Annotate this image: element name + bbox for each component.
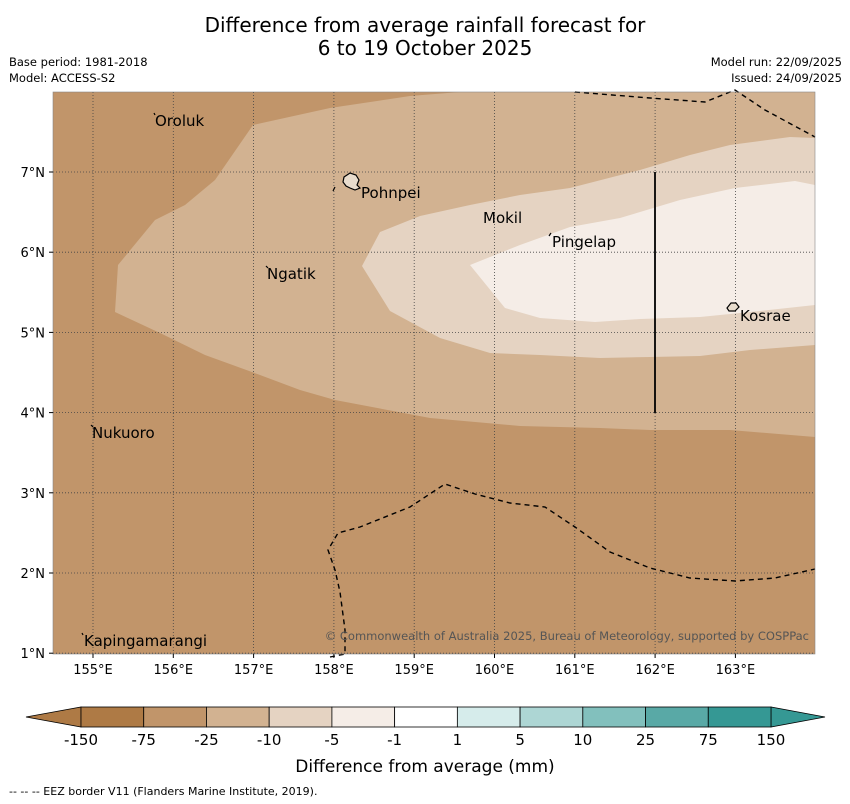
graticule <box>53 92 815 654</box>
island-outlines <box>81 112 740 636</box>
colorbar <box>25 706 826 728</box>
colorbar-swatch <box>582 706 646 728</box>
lon-tick-label: 159°E <box>394 663 434 678</box>
map-frame <box>52 91 816 655</box>
chart-title: Difference from average rainfall forecas… <box>0 14 850 60</box>
colorbar-tick-label: -75 <box>131 731 156 749</box>
issued-date: Issued: 24/09/2025 <box>731 71 842 85</box>
band-minus1-to-minus5 <box>470 181 815 322</box>
colorbar-tick-label: 25 <box>636 731 655 749</box>
lat-tick-label: 1°N <box>21 647 46 662</box>
colorbar-tick-label: -150 <box>64 731 98 749</box>
kosrae-island-icon <box>726 302 740 312</box>
colorbar-tick-label: -10 <box>257 731 282 749</box>
eez-footnote: -- -- -- EEZ border V11 (Flanders Marine… <box>9 785 318 798</box>
pohnpei-island-icon <box>342 172 362 191</box>
copyright-notice: © Commonwealth of Australia 2025, Bureau… <box>325 629 809 643</box>
colorbar-extend-low <box>25 706 82 728</box>
colorbar-tick-label: 10 <box>573 731 592 749</box>
longitude-axis: 155°E 156°E 157°E 158°E 159°E 160°E 161°E 162°E… <box>73 654 755 678</box>
colorbar-extend-high <box>770 706 826 728</box>
place-label-oroluk: Oroluk <box>155 112 204 130</box>
lon-tick-label: 163°E <box>716 663 756 678</box>
place-labels: Oroluk Pohnpei Mokil Pingelap Ngatik Kos… <box>84 112 791 650</box>
colorbar-tick-label: 150 <box>757 731 786 749</box>
eez-borders <box>327 89 816 658</box>
lon-tick-label: 158°E <box>314 663 354 678</box>
model-name: Model: ACCESS-S2 <box>9 71 116 85</box>
colorbar-label: Difference from average (mm) <box>295 757 554 777</box>
latitude-axis: 7°N 6°N 5°N 4°N 3°N 2°N 1°N <box>21 166 53 662</box>
colorbar-tick-label: -25 <box>194 731 219 749</box>
meta-left: Base period: 1981-2018 Model: ACCESS-S2 <box>9 54 148 86</box>
colorbar-swatch <box>80 706 145 728</box>
lat-tick-label: 5°N <box>21 326 46 341</box>
colorbar-swatch <box>394 706 458 728</box>
title-line-1: Difference from average rainfall forecas… <box>204 13 646 37</box>
colorbar-swatch <box>707 706 772 728</box>
lon-tick-label: 160°E <box>475 663 515 678</box>
lon-tick-label: 162°E <box>635 663 675 678</box>
lon-tick-label: 157°E <box>234 663 274 678</box>
colorbar-tick-label: -5 <box>324 731 339 749</box>
lon-tick-label: 156°E <box>154 663 194 678</box>
colorbar-swatch <box>143 706 207 728</box>
lon-tick-label: 155°E <box>73 663 113 678</box>
base-period: Base period: 1981-2018 <box>9 55 148 69</box>
lat-tick-label: 4°N <box>21 407 46 422</box>
colorbar-swatch <box>645 706 709 728</box>
colorbar-tick-labels: -150 -75 -25 -10 -5 -1 1 5 10 25 75 150 <box>64 731 785 749</box>
colorbar-swatch <box>519 706 584 728</box>
place-label-mokil: Mokil <box>483 209 522 227</box>
title-line-2: 6 to 19 October 2025 <box>317 36 533 60</box>
colorbar-tick-label: 1 <box>453 731 463 749</box>
place-label-pohnpei: Pohnpei <box>361 184 421 202</box>
rainfall-map <box>53 92 815 654</box>
meta-right: Model run: 22/09/2025 Issued: 24/09/2025 <box>711 54 842 86</box>
eez-border-south <box>327 483 816 658</box>
colorbar-tick-label: -1 <box>387 731 402 749</box>
eez-border-north <box>574 89 816 138</box>
place-label-ngatik: Ngatik <box>267 265 316 283</box>
place-label-kapingamarangi: Kapingamarangi <box>84 632 207 650</box>
place-label-kosrae: Kosrae <box>740 307 791 325</box>
place-label-nukuoro: Nukuoro <box>92 424 155 442</box>
lat-tick-label: 6°N <box>21 246 46 261</box>
colorbar-swatch <box>331 706 396 728</box>
lon-tick-label: 161°E <box>555 663 595 678</box>
model-run: Model run: 22/09/2025 <box>710 55 842 69</box>
lat-tick-label: 7°N <box>21 166 46 181</box>
colorbar-swatch <box>268 706 333 728</box>
colorbar-swatch <box>456 706 521 728</box>
colorbar-swatch <box>206 706 270 728</box>
lat-tick-label: 3°N <box>21 487 46 502</box>
lat-tick-label: 2°N <box>21 567 46 582</box>
colorbar-tick-label: 75 <box>699 731 718 749</box>
colorbar-tick-label: 5 <box>515 731 525 749</box>
place-label-pingelap: Pingelap <box>552 233 616 251</box>
